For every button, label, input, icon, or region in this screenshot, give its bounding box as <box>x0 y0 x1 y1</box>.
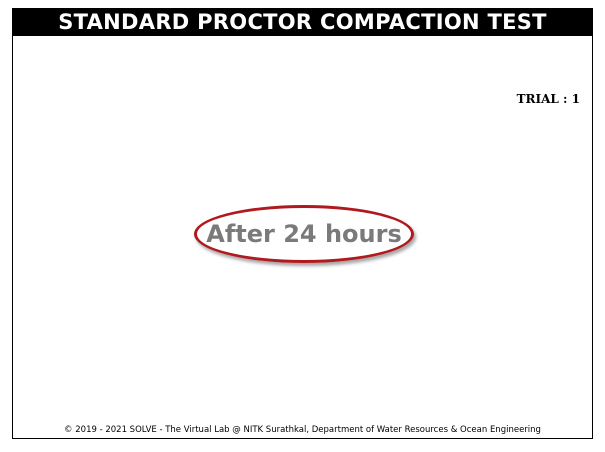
footer-copyright: © 2019 - 2021 SOLVE - The Virtual Lab @ … <box>64 425 541 435</box>
simulation-frame: STANDARD PROCTOR COMPACTION TEST TRIAL :… <box>12 8 593 439</box>
elapsed-time-ellipse: After 24 hours <box>194 205 414 263</box>
elapsed-time-message: After 24 hours <box>206 220 402 248</box>
trial-indicator: TRIAL : 1 <box>516 92 580 106</box>
page-title: STANDARD PROCTOR COMPACTION TEST <box>13 9 592 36</box>
